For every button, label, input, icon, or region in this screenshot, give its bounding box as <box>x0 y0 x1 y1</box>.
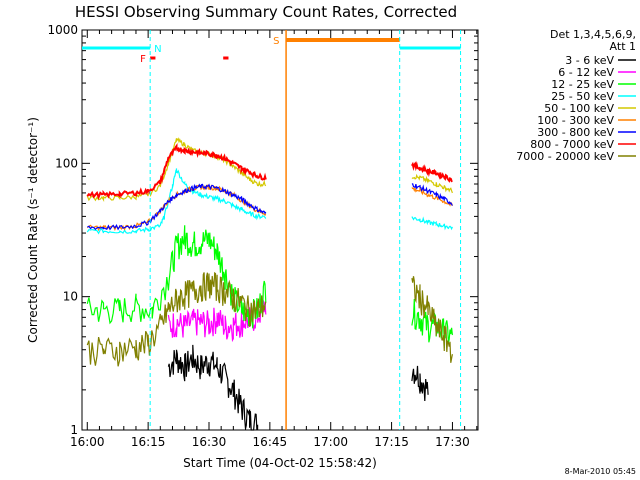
x-tick-label: 17:15 <box>374 435 409 449</box>
legend-label: 800 - 7000 keV <box>530 138 614 151</box>
x-tick-label: 16:30 <box>192 435 227 449</box>
series-line <box>411 185 453 207</box>
series-group <box>86 137 453 431</box>
saa-marker-label: S <box>273 36 279 47</box>
series-line <box>86 143 267 200</box>
legend-label: 12 - 25 keV <box>551 78 614 91</box>
legend-header-1: Det 1,3,4,5,6,9, <box>550 28 636 41</box>
legend-label: 50 - 100 keV <box>544 102 614 115</box>
legend-label: 25 - 50 keV <box>551 90 614 103</box>
series-line <box>411 365 429 402</box>
series-line <box>86 225 267 329</box>
x-tick-label: 16:15 <box>131 435 166 449</box>
footer-date: 8-Mar-2010 05:45 <box>565 467 636 476</box>
y-tick-label: 1000 <box>47 23 78 37</box>
x-tick-label: 17:00 <box>313 435 348 449</box>
series-line <box>411 298 453 348</box>
series-line <box>86 168 267 235</box>
plot-frame <box>81 29 479 431</box>
y-axis: 1 10 100 1000 <box>47 23 478 437</box>
series-line <box>86 271 267 367</box>
y-tick-label: 100 <box>55 156 78 170</box>
series-line <box>87 183 267 231</box>
series-line <box>167 344 259 431</box>
legend-label: 100 - 300 keV <box>537 114 614 127</box>
y-axis-label: Corrected Count Rate (s⁻¹ detector⁻¹) <box>26 117 40 343</box>
annotation-group: NF S <box>82 30 462 430</box>
x-tick-label: 17:30 <box>435 435 470 449</box>
night-marker-label: N <box>154 44 161 55</box>
legend-label: 3 - 6 keV <box>565 54 614 67</box>
legend-label: 7000 - 20000 keV <box>516 150 614 163</box>
flare-marker-label: F <box>140 54 146 65</box>
series-line <box>411 276 453 363</box>
series-line <box>411 183 453 206</box>
legend-header-2: Att 1 <box>610 40 636 53</box>
series-line <box>411 173 453 194</box>
series-line <box>411 160 453 183</box>
x-axis: 16:00 16:15 16:30 16:45 17:00 17:15 17:30 <box>70 30 478 449</box>
series-line <box>167 298 267 343</box>
y-tick-label: 10 <box>63 290 78 304</box>
x-tick-label: 16:45 <box>253 435 288 449</box>
chart-title: HESSI Observing Summary Count Rates, Cor… <box>75 3 457 21</box>
legend-label: 6 - 12 keV <box>558 66 614 79</box>
y-tick-label: 1 <box>70 423 78 437</box>
legend-label: 300 - 800 keV <box>537 126 614 139</box>
x-axis-label: Start Time (04-Oct-02 15:58:42) <box>183 456 377 470</box>
x-tick-label: 16:00 <box>70 435 105 449</box>
series-line <box>411 216 453 231</box>
